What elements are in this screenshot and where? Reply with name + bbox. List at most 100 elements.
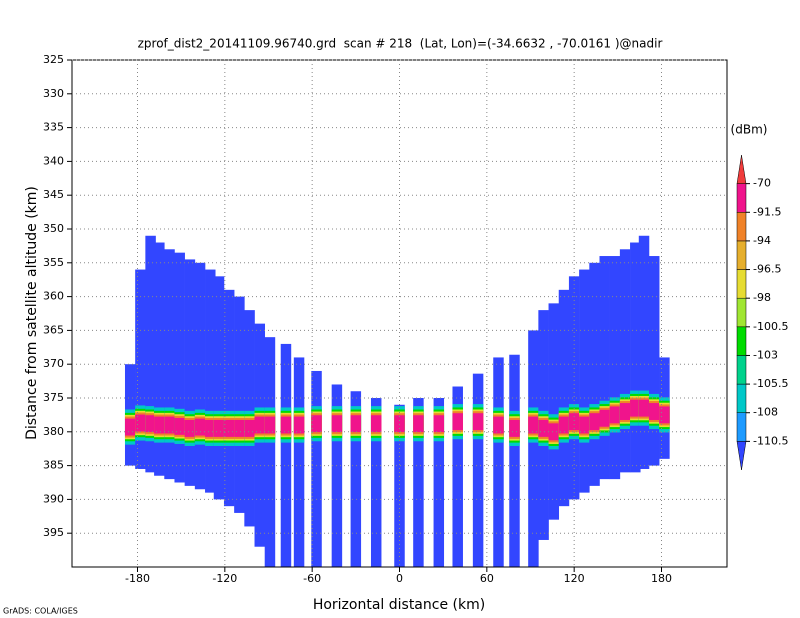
surface-echo [472, 413, 484, 431]
surface-echo [194, 418, 206, 436]
y-tick-label: 355 [43, 256, 64, 269]
footer: GrADS: COLA/IGES [3, 607, 78, 616]
y-tick-label: 370 [43, 357, 64, 370]
surface-echo [630, 399, 641, 417]
echo-column [145, 235, 156, 473]
colorbar-label: -91.5 [753, 205, 781, 218]
surface-echo [538, 419, 549, 437]
echo-column [493, 357, 504, 567]
x-tick-label: 180 [651, 572, 672, 585]
surface-echo [509, 419, 520, 437]
surface-echo [638, 399, 650, 417]
x-tick-label: 120 [564, 572, 585, 585]
y-tick-label: 395 [43, 526, 64, 539]
echo-column [648, 256, 660, 466]
echo-column [293, 357, 305, 567]
surface-echo [254, 416, 266, 434]
surface-echo [135, 414, 146, 432]
colorbar-box [736, 355, 747, 385]
echo-column [394, 404, 405, 567]
surface-echo [350, 415, 362, 433]
echo-column [609, 256, 621, 480]
surface-echo [452, 413, 463, 431]
colorbar-label: -110.5 [753, 434, 788, 447]
echo-column [311, 370, 322, 567]
echo-column [331, 384, 343, 567]
surface-echo [145, 415, 156, 433]
surface-echo [609, 406, 621, 424]
y-tick-label: 330 [43, 87, 64, 100]
y-tick-label: 380 [43, 425, 64, 438]
echo-column [135, 269, 146, 469]
colorbar-label: -98 [753, 291, 771, 304]
surface-echo [223, 419, 235, 437]
colorbar-label: -100.5 [753, 320, 788, 333]
y-tick-label: 340 [43, 154, 64, 167]
surface-echo [213, 419, 225, 437]
echo-column [234, 296, 245, 513]
echo-column [599, 256, 610, 480]
colorbar-label: -70 [753, 177, 771, 190]
surface-echo [264, 416, 276, 434]
echo-column [579, 269, 590, 493]
surface-echo [413, 415, 424, 433]
surface-echo [433, 415, 445, 433]
x-tick-label: 0 [396, 572, 403, 585]
surface-echo [311, 415, 322, 433]
echo-column [528, 330, 539, 567]
x-tick-label: -180 [125, 572, 150, 585]
echo-column [472, 373, 484, 567]
colorbar-box [736, 269, 747, 299]
colorbar-box [736, 240, 747, 270]
y-tick-label: 385 [43, 459, 64, 472]
x-tick-label: -120 [212, 572, 237, 585]
echo-column [433, 398, 445, 567]
surface-echo [659, 406, 670, 424]
surface-echo [394, 415, 405, 433]
colorbar-unit: (dBm) [731, 123, 768, 137]
y-tick-label: 390 [43, 492, 64, 505]
colorbar-box [736, 412, 747, 442]
echo-column [154, 242, 165, 476]
surface-echo [164, 416, 175, 434]
echo-column [370, 398, 382, 567]
colorbar-label: -108 [753, 406, 778, 419]
y-axis-label: Distance from satellite altitude (km) [24, 186, 40, 440]
surface-echo [493, 416, 504, 434]
echo-column [174, 252, 185, 483]
surface-echo [579, 416, 590, 434]
echo-column [558, 289, 570, 507]
y-tick-label: 350 [43, 222, 64, 235]
colorbar-box [736, 212, 747, 242]
surface-echo [558, 416, 570, 434]
echo-column [452, 386, 463, 567]
surface-echo [280, 416, 292, 434]
surface-echo [124, 418, 136, 436]
colorbar-label: -96.5 [753, 263, 781, 276]
surface-echo [648, 403, 660, 420]
echo-column [194, 262, 206, 490]
surface-echo [528, 416, 539, 434]
surface-echo [184, 419, 196, 437]
y-tick-label: 345 [43, 188, 64, 201]
y-tick-label: 365 [43, 323, 64, 336]
colorbar-box [736, 383, 747, 413]
y-tick-label: 360 [43, 290, 64, 303]
echo-column [638, 235, 650, 469]
surface-echo [293, 416, 305, 434]
echo-column [184, 259, 196, 486]
y-tick-label: 335 [43, 121, 64, 134]
echo-column [223, 289, 235, 507]
surface-echo [589, 413, 600, 431]
surface-echo [234, 419, 245, 437]
surface-echo [568, 413, 580, 431]
echo-column [280, 343, 292, 567]
colorbar-box [736, 183, 747, 213]
surface-echo [548, 423, 560, 441]
surface-echo [154, 416, 165, 434]
colorbar-box [736, 297, 747, 328]
echo-column [413, 398, 424, 567]
colorbar-box [736, 326, 747, 356]
echo-column [264, 337, 276, 567]
